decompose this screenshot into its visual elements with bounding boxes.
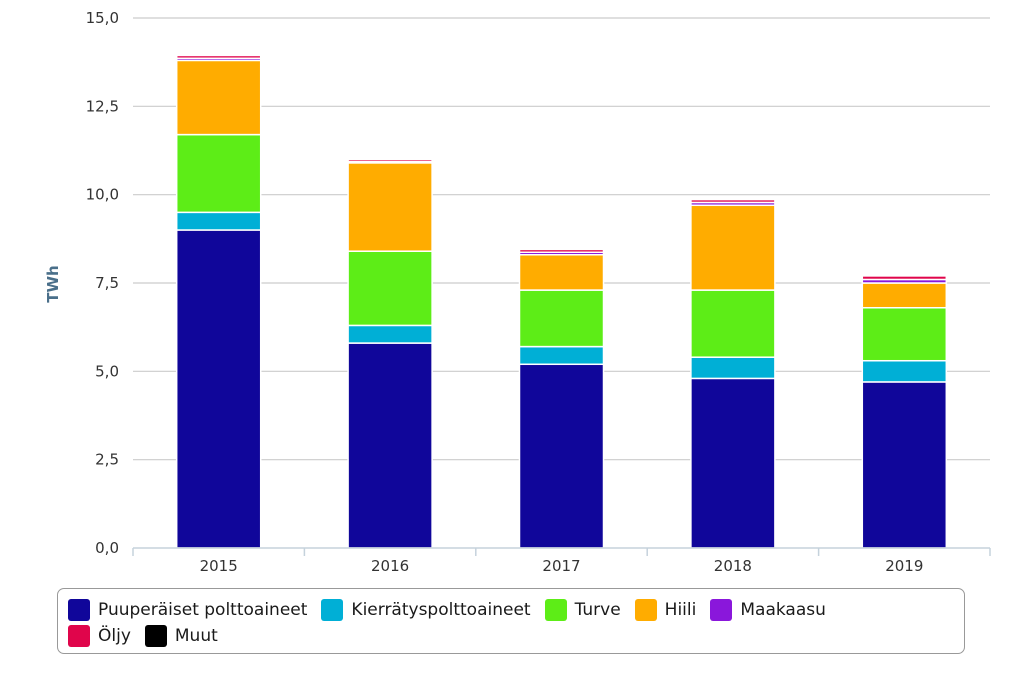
- legend-item[interactable]: Muut: [144, 625, 218, 647]
- legend-row: Puuperäiset polttoaineet Kierrätyspolttoa…: [68, 597, 954, 623]
- x-tick-label: 2019: [885, 557, 923, 575]
- stacked-bar-chart: 0,0 2,5 5,0 7,5 10,0 12,5 15,0 2015 2016 2017 2018…: [44, 9, 991, 575]
- y-tick-label: 10,0: [86, 186, 119, 204]
- x-tick-label: 2017: [542, 557, 580, 575]
- bar-segment: [690, 289, 776, 358]
- legend-swatch: [634, 599, 657, 621]
- legend-item[interactable]: Hiili: [634, 599, 697, 621]
- bar-segment: [861, 282, 948, 309]
- bar-segment: [690, 198, 776, 204]
- legend-item[interactable]: Maakaasu: [710, 599, 826, 621]
- y-tick-label: 0,0: [95, 539, 119, 557]
- bar-segment: [518, 345, 605, 366]
- legend-label: Muut: [174, 626, 218, 646]
- bar-segment: [690, 377, 776, 549]
- bar-segment: [347, 250, 433, 327]
- bar-segment: [347, 342, 433, 549]
- legend-row: Öljy Muut: [68, 623, 954, 649]
- bar-segment: [175, 59, 262, 136]
- y-tick-label: 12,5: [86, 97, 119, 115]
- bar-segment: [690, 356, 776, 380]
- legend-label: Öljy: [98, 626, 131, 646]
- bar-segment: [175, 211, 262, 231]
- bar-segment: [690, 204, 776, 291]
- bar-segment: [518, 248, 605, 254]
- bar-segment: [347, 162, 433, 252]
- y-tick-label: 7,5: [95, 274, 119, 292]
- x-tick-label: 2018: [714, 557, 752, 575]
- legend: Puuperäiset polttoaineet Kierrätyspolttoa…: [57, 588, 965, 654]
- bar-segment: [175, 133, 262, 214]
- bar-segment: [518, 253, 605, 291]
- bar-segment: [347, 324, 433, 344]
- y-tick-label: 5,0: [95, 362, 119, 380]
- legend-label: Turve: [574, 600, 621, 620]
- bar-segment: [861, 275, 948, 281]
- bar-segment: [861, 306, 948, 362]
- legend-swatch: [68, 625, 90, 647]
- y-axis-label: TWh: [44, 265, 62, 302]
- legend-swatch: [710, 599, 733, 621]
- legend-swatch: [544, 599, 567, 621]
- legend-item[interactable]: Puuperäiset polttoaineet: [68, 599, 307, 621]
- bar-segment: [518, 289, 605, 348]
- bar-segment: [861, 359, 948, 383]
- bar-segment: [347, 158, 433, 163]
- bar-segment: [175, 229, 262, 549]
- legend-label: Puuperäiset polttoaineet: [98, 600, 308, 620]
- legend-item[interactable]: Öljy: [68, 625, 131, 647]
- axes: 0,0 2,5 5,0 7,5 10,0 12,5 15,0 2015 2016 2017 2018…: [86, 9, 991, 575]
- y-tick-label: 2,5: [95, 451, 119, 469]
- legend-item[interactable]: Kierrätyspolttoaineet: [321, 599, 531, 621]
- bars: [175, 54, 948, 549]
- legend-label: Maakaasu: [740, 600, 826, 620]
- bar-segment: [175, 54, 262, 60]
- x-tick-label: 2015: [200, 557, 238, 575]
- legend-swatch: [144, 625, 167, 647]
- bar-segment: [861, 381, 948, 549]
- legend-swatch: [321, 599, 344, 621]
- legend-swatch: [68, 599, 90, 621]
- legend-label: Hiili: [664, 600, 697, 620]
- x-tick-label: 2016: [371, 557, 409, 575]
- legend-label: Kierrätyspolttoaineet: [351, 600, 531, 620]
- legend-item[interactable]: Turve: [544, 599, 621, 621]
- y-tick-label: 15,0: [86, 9, 119, 27]
- bar-segment: [518, 363, 605, 549]
